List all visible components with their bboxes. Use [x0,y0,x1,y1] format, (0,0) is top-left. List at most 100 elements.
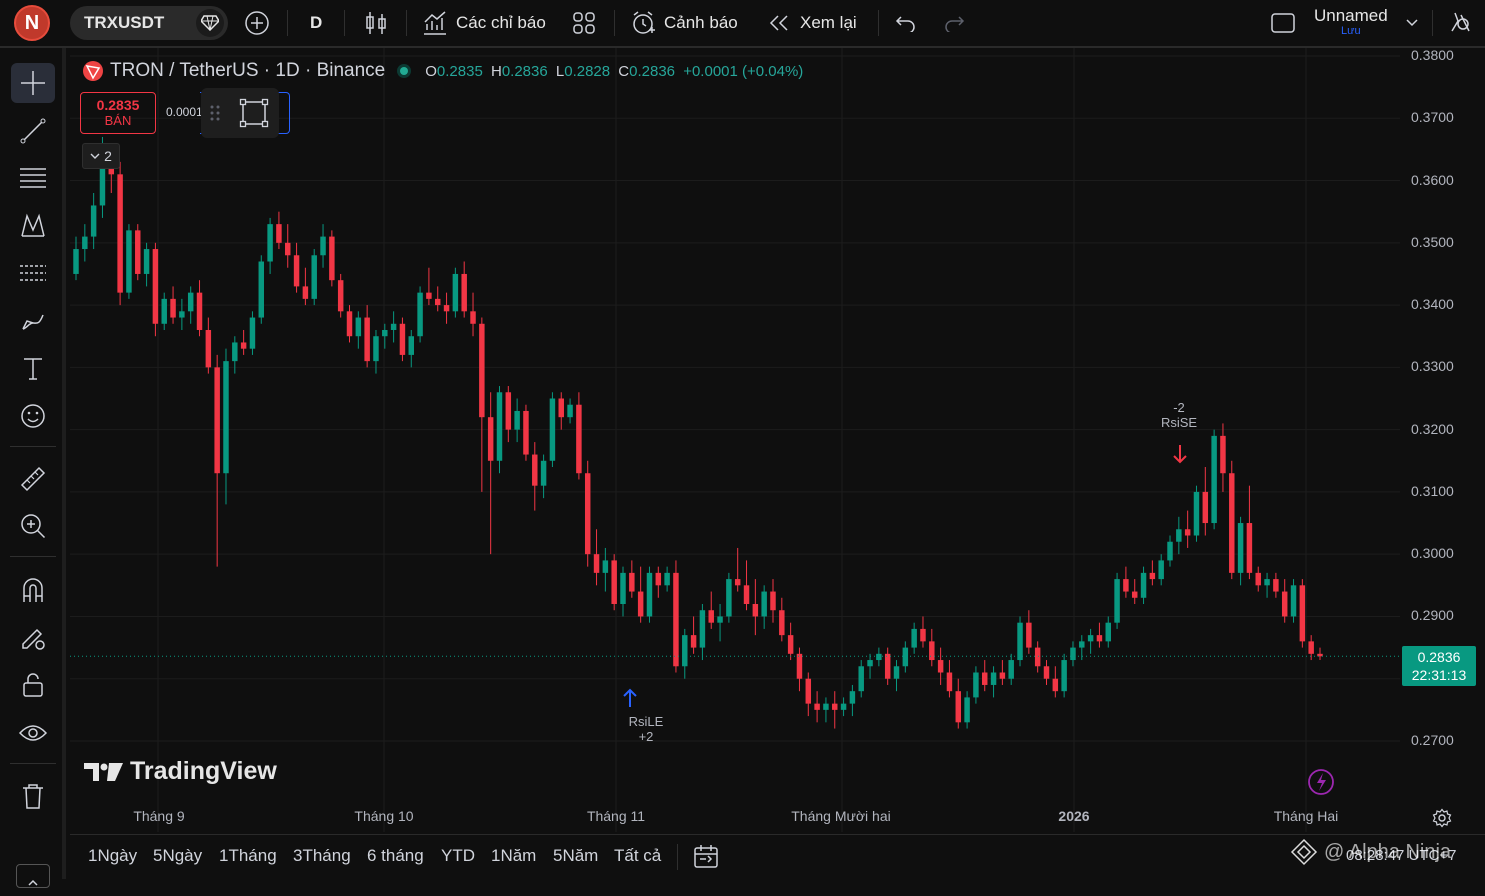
emoji-icon[interactable] [11,396,55,436]
stay-in-drawing-icon[interactable] [11,618,55,658]
brush-icon[interactable] [11,301,55,341]
range-button[interactable]: 3Tháng [293,846,351,865]
expand-up-icon[interactable] [11,856,55,896]
add-symbol-icon[interactable] [244,0,270,46]
candle-down [787,622,794,661]
range-button[interactable]: 1Năm [491,846,537,865]
candle-up [902,641,909,673]
candle-down [196,280,203,337]
sell-button[interactable]: 0.2835 BÁN [80,92,156,134]
settings-gear-icon[interactable] [1432,808,1452,833]
ruler-icon[interactable] [11,459,55,499]
short-entry-label: -2 RsiSE [1160,400,1198,430]
layout-menu[interactable]: Unnamed Lưu [1314,6,1388,37]
rectangle-select-icon[interactable] [239,98,269,133]
drag-handle-icon[interactable] [209,104,221,127]
lightning-icon[interactable] [1307,768,1335,801]
range-button[interactable]: 6 tháng [367,846,424,865]
symbol-title[interactable]: TRON / TetherUS · 1D · Binance [110,60,386,81]
layout-checkbox-icon[interactable] [1270,0,1296,46]
range-button[interactable]: 1Tháng [219,846,277,865]
candle-body [593,554,600,573]
templates-icon[interactable] [572,0,596,46]
range-button[interactable]: Tất cả [614,846,662,865]
user-avatar[interactable]: N [14,5,50,41]
range-button[interactable]: 5Năm [553,846,599,865]
candle-down [1034,641,1041,673]
indicators-button[interactable]: Các chỉ báo [422,0,546,46]
range-button[interactable]: 5Ngày [153,846,203,865]
collapse-indicators-button[interactable]: 2 [82,143,120,169]
candle-up [699,604,706,661]
candle-body [196,292,203,330]
range-button[interactable]: 1Ngày [88,846,138,865]
text-tool-icon[interactable] [11,348,55,388]
long-entry-label: RsiLE +2 [628,714,664,744]
symbol-search-button[interactable]: TRXUSDT [70,6,228,40]
time-tick-label: Tháng Hai [1273,808,1339,824]
candle-body [1246,523,1253,573]
candle-up [867,653,873,679]
candle-body [1211,435,1217,524]
candle-up [823,697,829,723]
date-range-icon[interactable] [692,844,720,875]
candlestick-chart[interactable] [70,48,1400,832]
trend-line-icon[interactable] [11,111,55,151]
candle-down [505,386,512,443]
undo-icon[interactable] [895,0,917,46]
diamond-icon[interactable] [196,9,224,37]
candle-body [214,367,220,474]
candle-body [796,653,803,679]
price-tick-label: 0.3000 [1411,545,1454,562]
utc-clock[interactable]: 08:28:47 UTC+7 [1346,847,1457,864]
candle-up [964,691,970,729]
candle-body [584,473,591,555]
trash-icon[interactable] [11,776,55,816]
replay-button[interactable]: Xem lại [768,0,857,46]
candle-down [982,660,988,692]
magnet-icon[interactable] [11,570,55,610]
price-tick-label: 0.3600 [1411,171,1454,188]
candle-up [417,286,423,343]
candle-body [1008,660,1014,679]
quick-search-icon[interactable] [1450,0,1474,46]
lock-icon[interactable] [11,665,55,705]
candle-body [708,610,714,623]
fib-retracement-icon[interactable] [11,158,55,198]
candle-down [955,678,962,729]
price-axis[interactable]: 0.3800 0.3700 0.3600 0.3500 0.3400 0.3300 0.32… [1400,47,1485,832]
redo-icon[interactable] [943,0,965,46]
chart-pane[interactable] [70,48,1400,832]
replay-label: Xem lại [800,13,857,32]
candle-down [611,554,617,611]
price-tick-label: 0.2900 [1411,607,1454,624]
candle-up [1237,516,1244,586]
candle-down [214,354,220,567]
candle-body [779,610,785,636]
candle-up [540,454,547,499]
crosshair-icon[interactable] [11,63,55,103]
zoom-in-icon[interactable] [11,506,55,546]
candle-body [761,591,767,617]
candle-body [346,311,353,337]
range-button[interactable]: YTD [441,846,475,865]
candle-body [143,249,150,274]
candle-down [1308,635,1314,661]
candle-body [452,273,459,312]
candle-body [258,261,265,318]
chevron-down-icon[interactable] [1405,0,1419,46]
candle-body [876,653,882,661]
forecast-icon[interactable] [11,253,55,293]
candle-up [187,286,194,324]
eye-icon[interactable] [11,713,55,753]
tradingview-watermark[interactable]: TradingView [84,757,277,786]
candle-down [593,529,600,586]
candle-body [1176,529,1182,542]
interval-button[interactable]: D [310,13,323,32]
candle-up [1167,535,1173,567]
pattern-icon[interactable] [11,206,55,246]
save-link[interactable]: Lưu [1341,25,1361,37]
candle-body [1070,647,1076,661]
candles-style-icon[interactable] [364,0,388,46]
alerts-button[interactable]: Cảnh báo [630,0,738,46]
